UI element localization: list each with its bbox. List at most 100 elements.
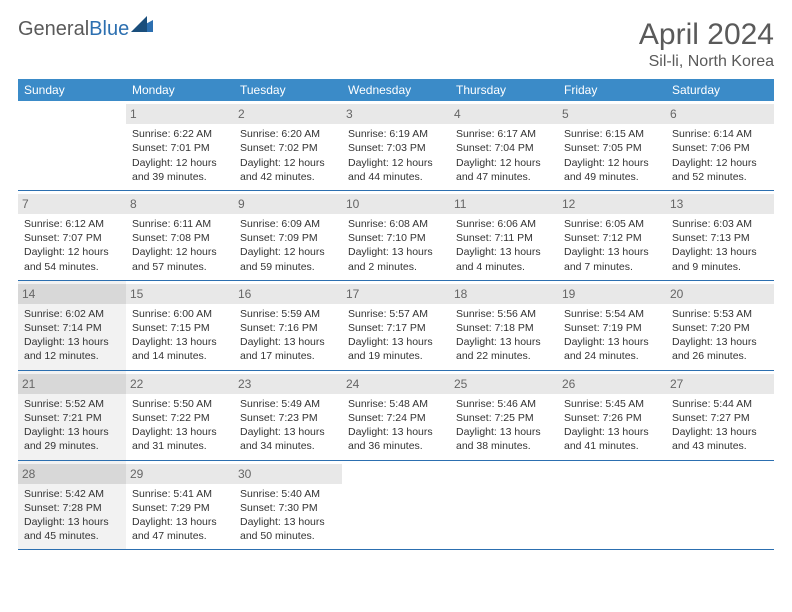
day-number: 19 bbox=[558, 284, 666, 304]
day-number: 11 bbox=[450, 194, 558, 214]
day-detail: and 26 minutes. bbox=[672, 349, 768, 363]
day-detail: Daylight: 13 hours bbox=[240, 515, 336, 529]
day-cell: 14Sunrise: 6:02 AMSunset: 7:14 PMDayligh… bbox=[18, 281, 126, 370]
day-detail: Sunset: 7:02 PM bbox=[240, 141, 336, 155]
day-detail: Sunrise: 5:45 AM bbox=[564, 397, 660, 411]
day-detail: and 36 minutes. bbox=[348, 439, 444, 453]
day-detail: Sunset: 7:26 PM bbox=[564, 411, 660, 425]
day-detail: Sunrise: 6:11 AM bbox=[132, 217, 228, 231]
day-number: 6 bbox=[666, 104, 774, 124]
day-number: 24 bbox=[342, 374, 450, 394]
weekday-header: Thursday bbox=[450, 79, 558, 101]
day-detail: and 52 minutes. bbox=[672, 170, 768, 184]
day-cell: 3Sunrise: 6:19 AMSunset: 7:03 PMDaylight… bbox=[342, 101, 450, 190]
day-detail: Sunrise: 6:19 AM bbox=[348, 127, 444, 141]
day-detail: and 7 minutes. bbox=[564, 260, 660, 274]
day-detail: Daylight: 13 hours bbox=[240, 425, 336, 439]
day-detail: Sunrise: 6:03 AM bbox=[672, 217, 768, 231]
day-cell: 11Sunrise: 6:06 AMSunset: 7:11 PMDayligh… bbox=[450, 191, 558, 280]
day-detail: Daylight: 13 hours bbox=[672, 245, 768, 259]
day-cell bbox=[450, 461, 558, 550]
day-detail: Sunrise: 6:09 AM bbox=[240, 217, 336, 231]
day-detail: Daylight: 13 hours bbox=[348, 425, 444, 439]
day-number: 20 bbox=[666, 284, 774, 304]
day-number: 16 bbox=[234, 284, 342, 304]
day-detail: Sunrise: 5:42 AM bbox=[24, 487, 120, 501]
day-cell: 13Sunrise: 6:03 AMSunset: 7:13 PMDayligh… bbox=[666, 191, 774, 280]
day-number: 22 bbox=[126, 374, 234, 394]
day-detail: and 57 minutes. bbox=[132, 260, 228, 274]
day-cell: 8 Sunrise: 6:11 AMSunset: 7:08 PMDaylight… bbox=[126, 191, 234, 280]
day-number: 12 bbox=[558, 194, 666, 214]
day-number: 4 bbox=[450, 104, 558, 124]
day-detail: and 17 minutes. bbox=[240, 349, 336, 363]
day-detail: and 50 minutes. bbox=[240, 529, 336, 543]
day-detail: Sunrise: 5:48 AM bbox=[348, 397, 444, 411]
day-detail: Sunrise: 5:54 AM bbox=[564, 307, 660, 321]
day-number: 18 bbox=[450, 284, 558, 304]
day-detail: and 14 minutes. bbox=[132, 349, 228, 363]
weekday-header: Wednesday bbox=[342, 79, 450, 101]
week-row: 1Sunrise: 6:22 AMSunset: 7:01 PMDaylight… bbox=[18, 101, 774, 191]
day-detail: Daylight: 13 hours bbox=[348, 245, 444, 259]
day-detail: Sunset: 7:15 PM bbox=[132, 321, 228, 335]
week-row: 21Sunrise: 5:52 AMSunset: 7:21 PMDayligh… bbox=[18, 371, 774, 461]
weekday-header: Friday bbox=[558, 79, 666, 101]
day-cell: 30Sunrise: 5:40 AMSunset: 7:30 PMDayligh… bbox=[234, 461, 342, 550]
day-detail: and 45 minutes. bbox=[24, 529, 120, 543]
day-detail: Daylight: 13 hours bbox=[348, 335, 444, 349]
day-detail: and 42 minutes. bbox=[240, 170, 336, 184]
day-detail: and 12 minutes. bbox=[24, 349, 120, 363]
day-detail: Sunset: 7:20 PM bbox=[672, 321, 768, 335]
month-title: April 2024 bbox=[639, 18, 774, 51]
day-detail: Sunset: 7:19 PM bbox=[564, 321, 660, 335]
day-number: 7 bbox=[18, 194, 126, 214]
day-number: 8 bbox=[126, 194, 234, 214]
location: Sil-li, North Korea bbox=[639, 53, 774, 71]
day-number: 13 bbox=[666, 194, 774, 214]
day-detail: Daylight: 12 hours bbox=[132, 245, 228, 259]
day-detail: Daylight: 13 hours bbox=[132, 425, 228, 439]
day-detail: Daylight: 12 hours bbox=[240, 245, 336, 259]
day-detail: and 24 minutes. bbox=[564, 349, 660, 363]
week-row: 7Sunrise: 6:12 AMSunset: 7:07 PMDaylight… bbox=[18, 191, 774, 281]
day-detail: Sunset: 7:08 PM bbox=[132, 231, 228, 245]
day-detail: and 43 minutes. bbox=[672, 439, 768, 453]
day-number: 29 bbox=[126, 464, 234, 484]
day-cell: 7Sunrise: 6:12 AMSunset: 7:07 PMDaylight… bbox=[18, 191, 126, 280]
day-detail: Daylight: 13 hours bbox=[24, 515, 120, 529]
day-detail: and 9 minutes. bbox=[672, 260, 768, 274]
day-detail: Sunrise: 6:06 AM bbox=[456, 217, 552, 231]
day-number: 2 bbox=[234, 104, 342, 124]
day-detail: and 22 minutes. bbox=[456, 349, 552, 363]
day-detail: and 29 minutes. bbox=[24, 439, 120, 453]
day-detail: Daylight: 12 hours bbox=[240, 156, 336, 170]
day-cell: 10Sunrise: 6:08 AMSunset: 7:10 PMDayligh… bbox=[342, 191, 450, 280]
day-number: 10 bbox=[342, 194, 450, 214]
day-detail: Sunrise: 6:05 AM bbox=[564, 217, 660, 231]
title-block: April 2024 Sil-li, North Korea bbox=[639, 18, 774, 71]
day-number: 28 bbox=[18, 464, 126, 484]
logo-text-accent: Blue bbox=[89, 18, 129, 40]
day-detail: Daylight: 12 hours bbox=[456, 156, 552, 170]
day-detail: Sunset: 7:22 PM bbox=[132, 411, 228, 425]
day-number: 26 bbox=[558, 374, 666, 394]
day-cell bbox=[666, 461, 774, 550]
day-detail: Sunset: 7:07 PM bbox=[24, 231, 120, 245]
day-cell: 20Sunrise: 5:53 AMSunset: 7:20 PMDayligh… bbox=[666, 281, 774, 370]
day-detail: Sunset: 7:16 PM bbox=[240, 321, 336, 335]
day-cell: 18Sunrise: 5:56 AMSunset: 7:18 PMDayligh… bbox=[450, 281, 558, 370]
day-number: 30 bbox=[234, 464, 342, 484]
day-cell: 2 Sunrise: 6:20 AMSunset: 7:02 PMDaylight… bbox=[234, 101, 342, 190]
logo-text-plain: General bbox=[18, 18, 89, 40]
day-detail: Sunset: 7:28 PM bbox=[24, 501, 120, 515]
day-detail: and 19 minutes. bbox=[348, 349, 444, 363]
day-detail: Daylight: 13 hours bbox=[672, 335, 768, 349]
day-detail: Daylight: 13 hours bbox=[24, 335, 120, 349]
weekday-header: Sunday bbox=[18, 79, 126, 101]
day-cell: 16Sunrise: 5:59 AMSunset: 7:16 PMDayligh… bbox=[234, 281, 342, 370]
day-detail: Sunrise: 6:20 AM bbox=[240, 127, 336, 141]
day-cell: 17Sunrise: 5:57 AMSunset: 7:17 PMDayligh… bbox=[342, 281, 450, 370]
page-header: GeneralBlue April 2024 Sil-li, North Kor… bbox=[18, 18, 774, 71]
day-detail: Sunrise: 6:08 AM bbox=[348, 217, 444, 231]
